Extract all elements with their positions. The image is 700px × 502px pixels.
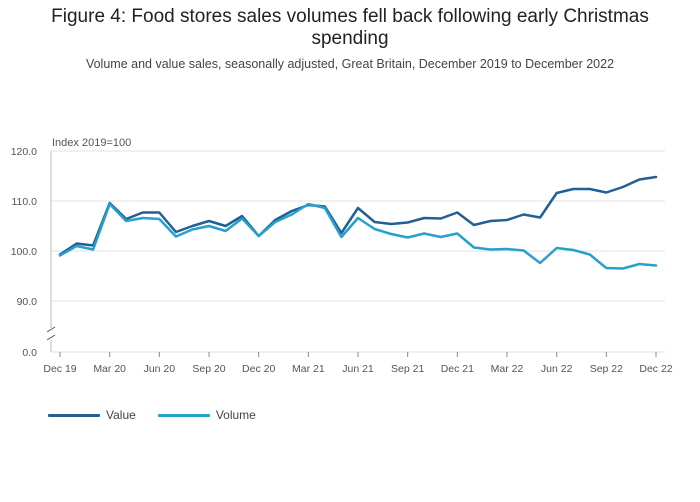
legend-item-value[interactable]: Value	[48, 408, 136, 422]
legend-swatch-volume	[157, 413, 210, 417]
chart-title: Figure 4: Food stores sales volumes fell…	[0, 6, 700, 50]
x-tick-label: Dec 21	[441, 363, 474, 375]
x-tick-label: Mar 22	[491, 363, 524, 375]
x-tick-label: Mar 21	[292, 363, 325, 375]
legend-label-value: Value	[106, 408, 136, 422]
chart-title-line-2: spending	[311, 28, 389, 49]
axis-break-mark	[46, 326, 56, 333]
x-tick-label: Sep 22	[590, 363, 623, 375]
legend-item-volume[interactable]: Volume	[157, 408, 256, 422]
legend-label-volume: Volume	[215, 408, 256, 422]
y-axis-label: Index 2019=100	[52, 137, 131, 149]
x-tick-label: Mar 20	[93, 363, 126, 375]
series-line-value	[58, 175, 658, 256]
y-tick-label: 90.0	[17, 296, 38, 308]
chart-title-line-1: Figure 4: Food stores sales volumes fell…	[51, 6, 649, 27]
chart-subtitle: Volume and value sales, seasonally adjus…	[85, 57, 615, 71]
legend-swatch-value	[48, 413, 100, 417]
legend: Value Volume	[48, 408, 256, 422]
axis-break-mark	[46, 334, 56, 341]
y-tick-label: 120.0	[11, 146, 37, 158]
x-tick-label: Sep 21	[391, 363, 424, 375]
x-tick-label: Dec 22	[639, 363, 672, 375]
x-tick-label: Jun 21	[342, 363, 374, 375]
x-tick-label: Jun 20	[144, 363, 176, 375]
x-tick-label: Jun 22	[541, 363, 573, 375]
x-tick-label: Dec 19	[43, 363, 76, 375]
x-tick-label: Sep 20	[192, 363, 225, 375]
y-tick-label: 0.0	[22, 347, 37, 359]
series-line-volume	[58, 202, 658, 270]
x-tick-label: Dec 20	[242, 363, 275, 375]
y-tick-label: 110.0	[12, 196, 38, 208]
y-tick-label: 100.0	[11, 246, 37, 258]
